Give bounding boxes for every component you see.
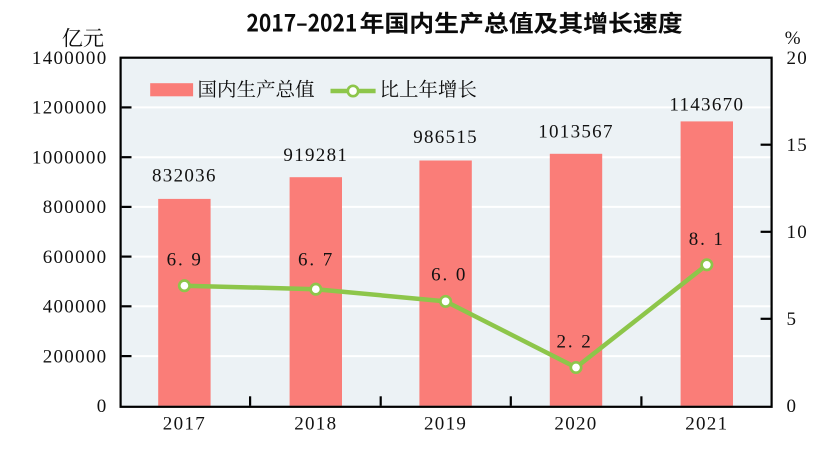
- svg-text:919281: 919281: [283, 145, 348, 166]
- svg-text:6. 0: 6. 0: [431, 265, 467, 286]
- svg-text:200000: 200000: [43, 346, 108, 367]
- svg-text:15: 15: [787, 135, 809, 156]
- svg-text:0: 0: [97, 396, 108, 417]
- svg-text:6. 7: 6. 7: [298, 250, 334, 271]
- svg-text:2017: 2017: [163, 413, 206, 434]
- svg-text:2020: 2020: [554, 413, 597, 434]
- svg-text:832036: 832036: [152, 166, 217, 187]
- svg-text:800000: 800000: [43, 197, 108, 218]
- svg-text:6. 9: 6. 9: [167, 250, 203, 271]
- svg-text:2. 2: 2. 2: [557, 332, 593, 353]
- svg-text:2021: 2021: [685, 413, 728, 434]
- svg-text:0: 0: [787, 396, 798, 417]
- svg-text:1400000: 1400000: [32, 48, 108, 69]
- svg-text:2019: 2019: [424, 413, 467, 434]
- svg-text:1013567: 1013567: [538, 122, 614, 143]
- svg-text:2018: 2018: [294, 413, 337, 434]
- svg-text:1200000: 1200000: [32, 98, 108, 119]
- svg-text:1143670: 1143670: [669, 94, 744, 115]
- svg-text:10: 10: [787, 222, 809, 243]
- svg-text:20: 20: [787, 48, 809, 69]
- svg-text:600000: 600000: [43, 247, 108, 268]
- svg-text:400000: 400000: [43, 297, 108, 318]
- svg-text:8. 1: 8. 1: [689, 229, 725, 250]
- svg-text:5: 5: [787, 309, 798, 330]
- svg-text:986515: 986515: [413, 127, 478, 148]
- svg-text:1000000: 1000000: [32, 148, 108, 169]
- svg-text:%: %: [785, 28, 801, 49]
